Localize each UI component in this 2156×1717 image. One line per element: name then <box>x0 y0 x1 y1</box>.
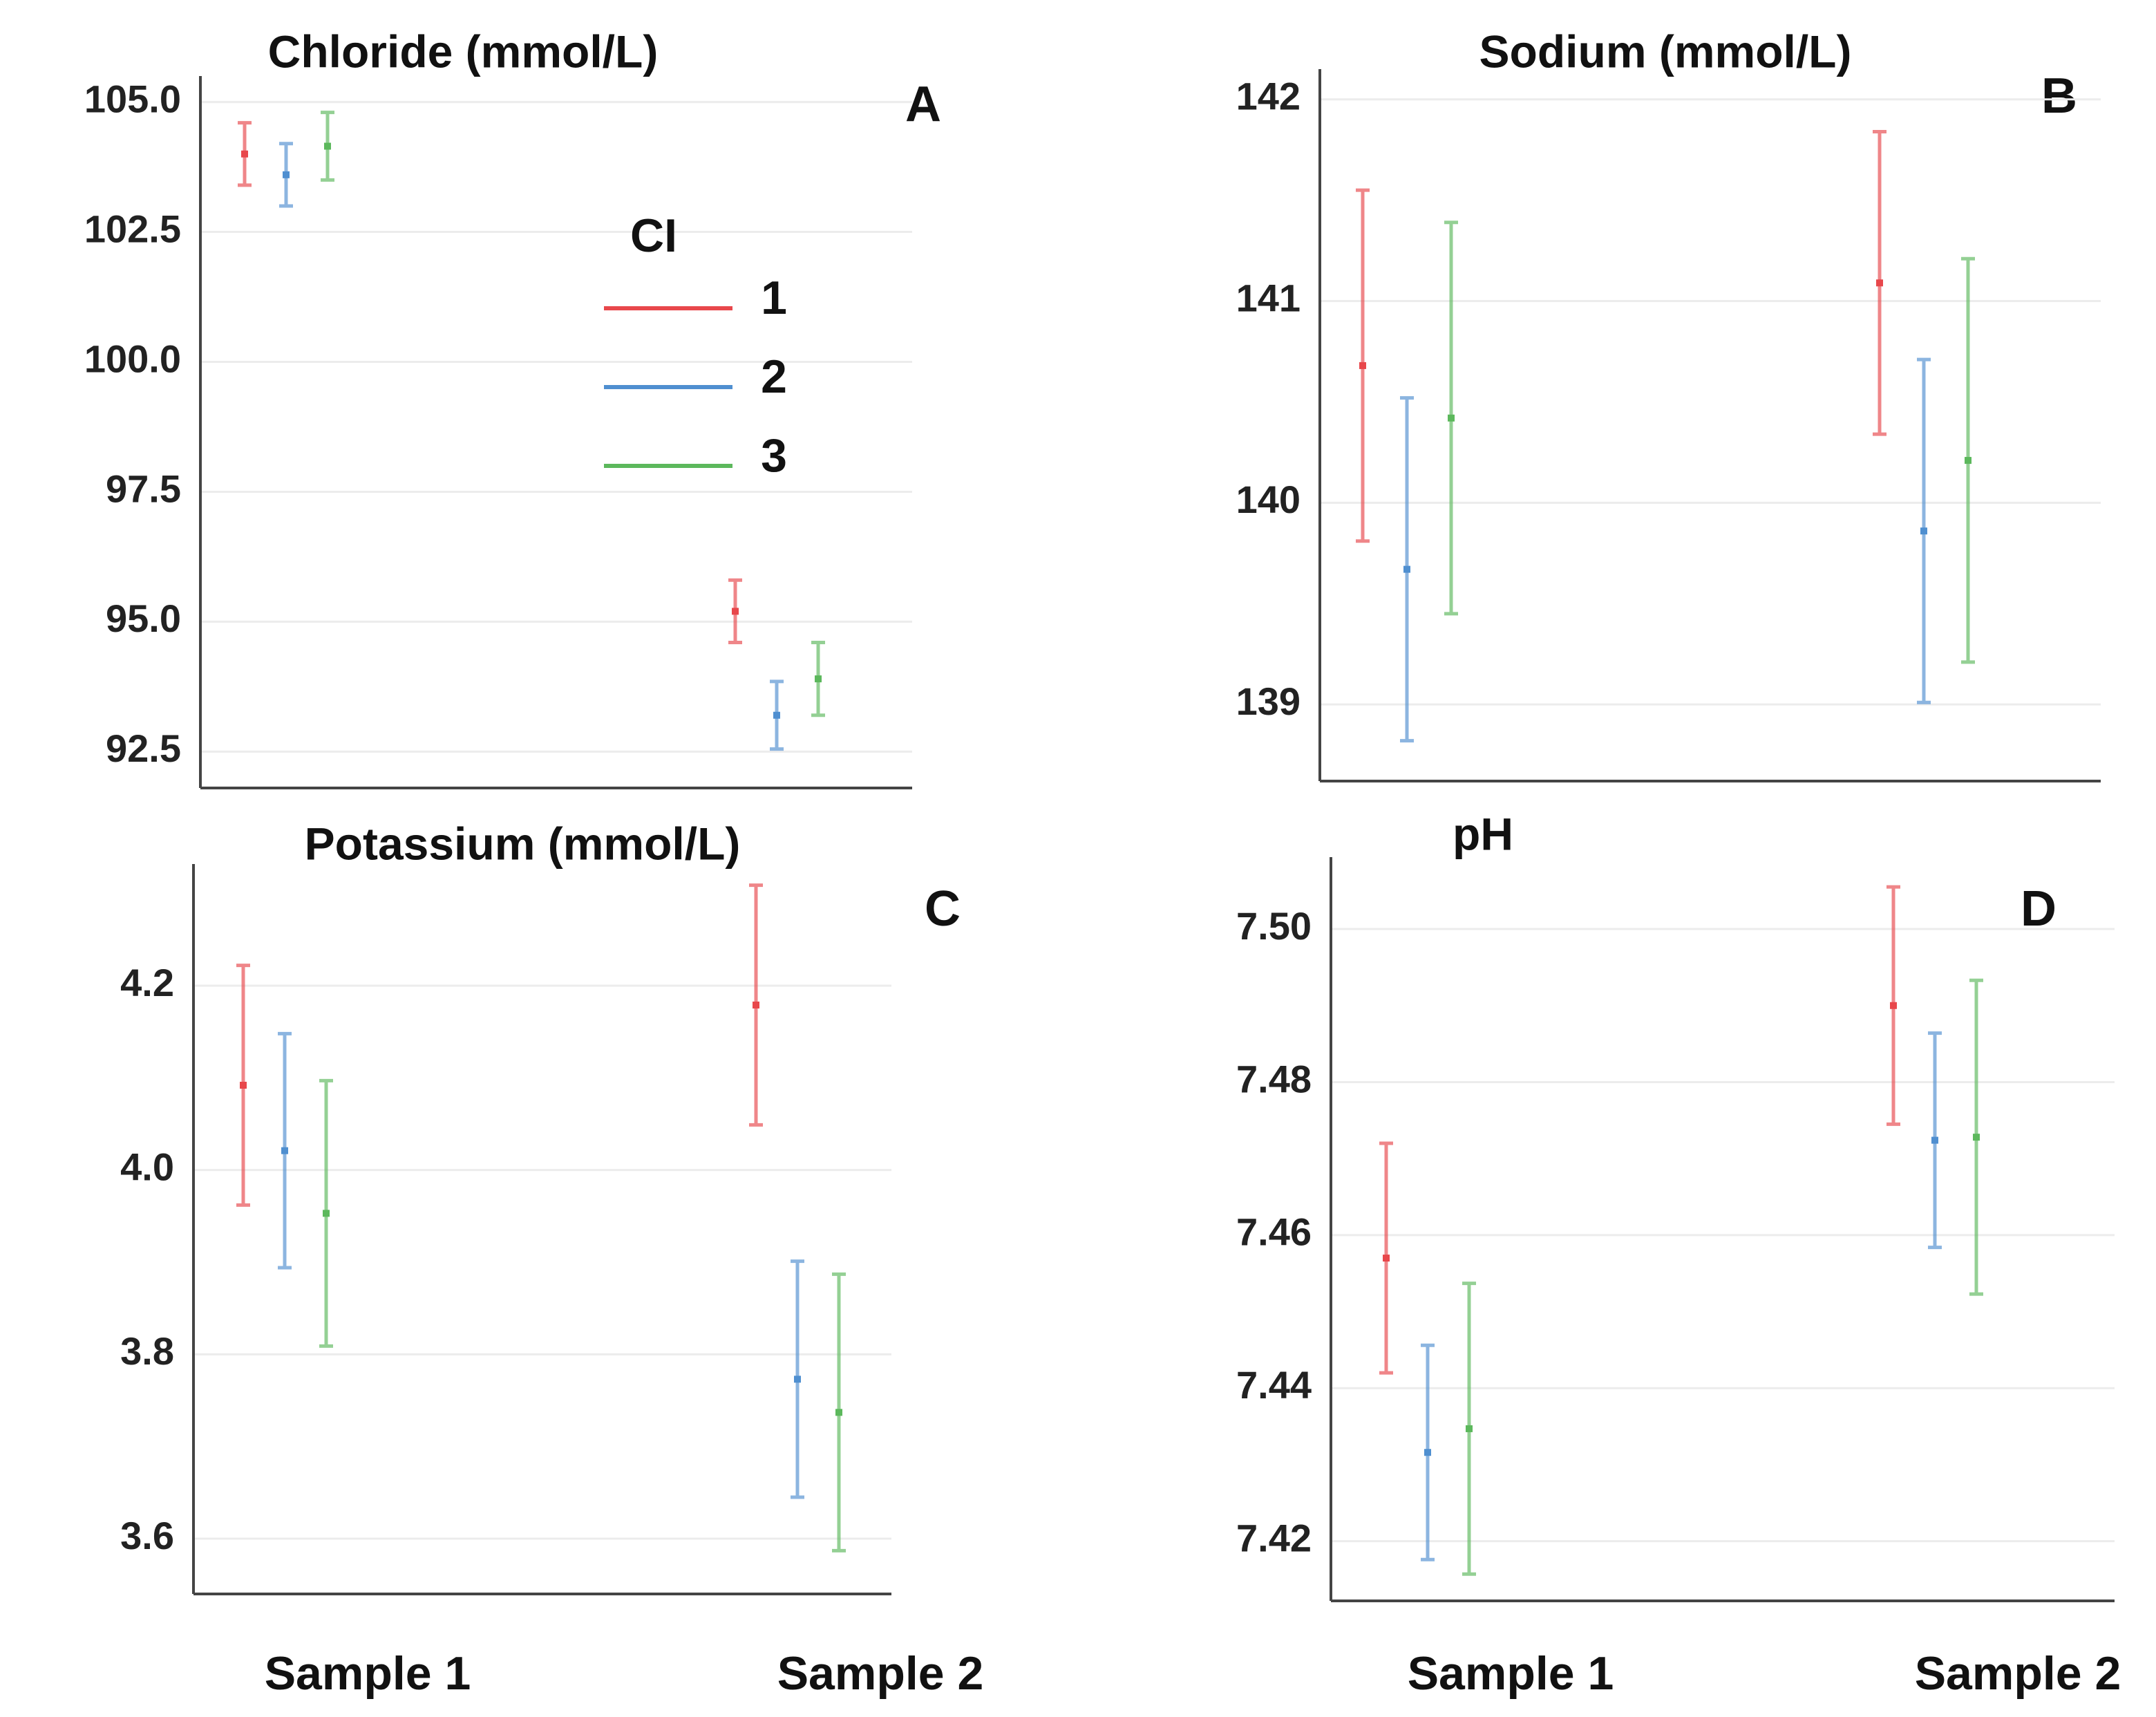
y-tick-label: 100.0 <box>84 337 181 380</box>
point <box>324 142 331 150</box>
chart-title: pH <box>1453 808 1513 859</box>
y-tick-label: 4.0 <box>120 1145 174 1188</box>
point <box>732 608 739 615</box>
point <box>323 1210 330 1217</box>
panel-label: D <box>2021 881 2056 937</box>
point <box>281 1147 288 1154</box>
point <box>1383 1255 1390 1262</box>
y-tick-label: 95.0 <box>106 597 181 640</box>
y-tick-label: 139 <box>1236 679 1301 723</box>
legend-title: CI <box>630 209 677 262</box>
chart-title: Potassium (mmol/L) <box>305 818 741 869</box>
legend-label: 3 <box>761 429 787 482</box>
point <box>241 150 248 158</box>
chart-title: Sodium (mmol/L) <box>1479 26 1852 77</box>
point <box>753 1002 759 1008</box>
point <box>1920 527 1927 535</box>
legend-label: 2 <box>761 350 787 403</box>
point <box>1448 414 1455 422</box>
x-tick-label: Sample 1 <box>1408 1647 1614 1700</box>
chart-title: Chloride (mmol/L) <box>268 26 659 77</box>
y-tick-label: 3.8 <box>120 1329 174 1373</box>
y-tick-label: 7.50 <box>1236 904 1312 948</box>
y-tick-label: 142 <box>1236 75 1301 118</box>
y-tick-label: 141 <box>1236 276 1301 319</box>
x-tick-label: Sample 2 <box>777 1647 984 1700</box>
x-tick-label: Sample 2 <box>1915 1647 2121 1700</box>
x-tick-label: Sample 1 <box>265 1647 471 1700</box>
legend-label: 1 <box>761 272 787 324</box>
y-tick-label: 7.42 <box>1236 1516 1312 1559</box>
y-tick-label: 140 <box>1236 478 1301 521</box>
y-tick-label: 97.5 <box>106 467 181 510</box>
panel-label: A <box>905 77 941 132</box>
point <box>1466 1425 1473 1432</box>
y-tick-label: 7.44 <box>1236 1363 1312 1407</box>
y-tick-label: 4.2 <box>120 961 174 1004</box>
point <box>1876 279 1883 287</box>
y-tick-label: 102.5 <box>84 207 181 250</box>
point <box>815 675 822 683</box>
point <box>1403 565 1410 573</box>
point <box>1359 362 1366 369</box>
point <box>1965 457 1971 465</box>
point <box>1973 1134 1980 1141</box>
point <box>1890 1002 1897 1009</box>
y-tick-label: 105.0 <box>84 77 181 120</box>
y-tick-label: 7.46 <box>1236 1210 1312 1254</box>
point <box>835 1409 842 1416</box>
panel-label: C <box>925 881 961 937</box>
panel-label: B <box>2041 68 2077 124</box>
point <box>794 1376 801 1383</box>
point <box>1931 1136 1938 1144</box>
point <box>240 1082 247 1089</box>
y-tick-label: 92.5 <box>106 726 181 770</box>
y-tick-label: 3.6 <box>120 1514 174 1557</box>
y-tick-label: 7.48 <box>1236 1057 1312 1100</box>
point <box>773 711 780 719</box>
point <box>283 171 290 178</box>
point <box>1424 1449 1431 1456</box>
